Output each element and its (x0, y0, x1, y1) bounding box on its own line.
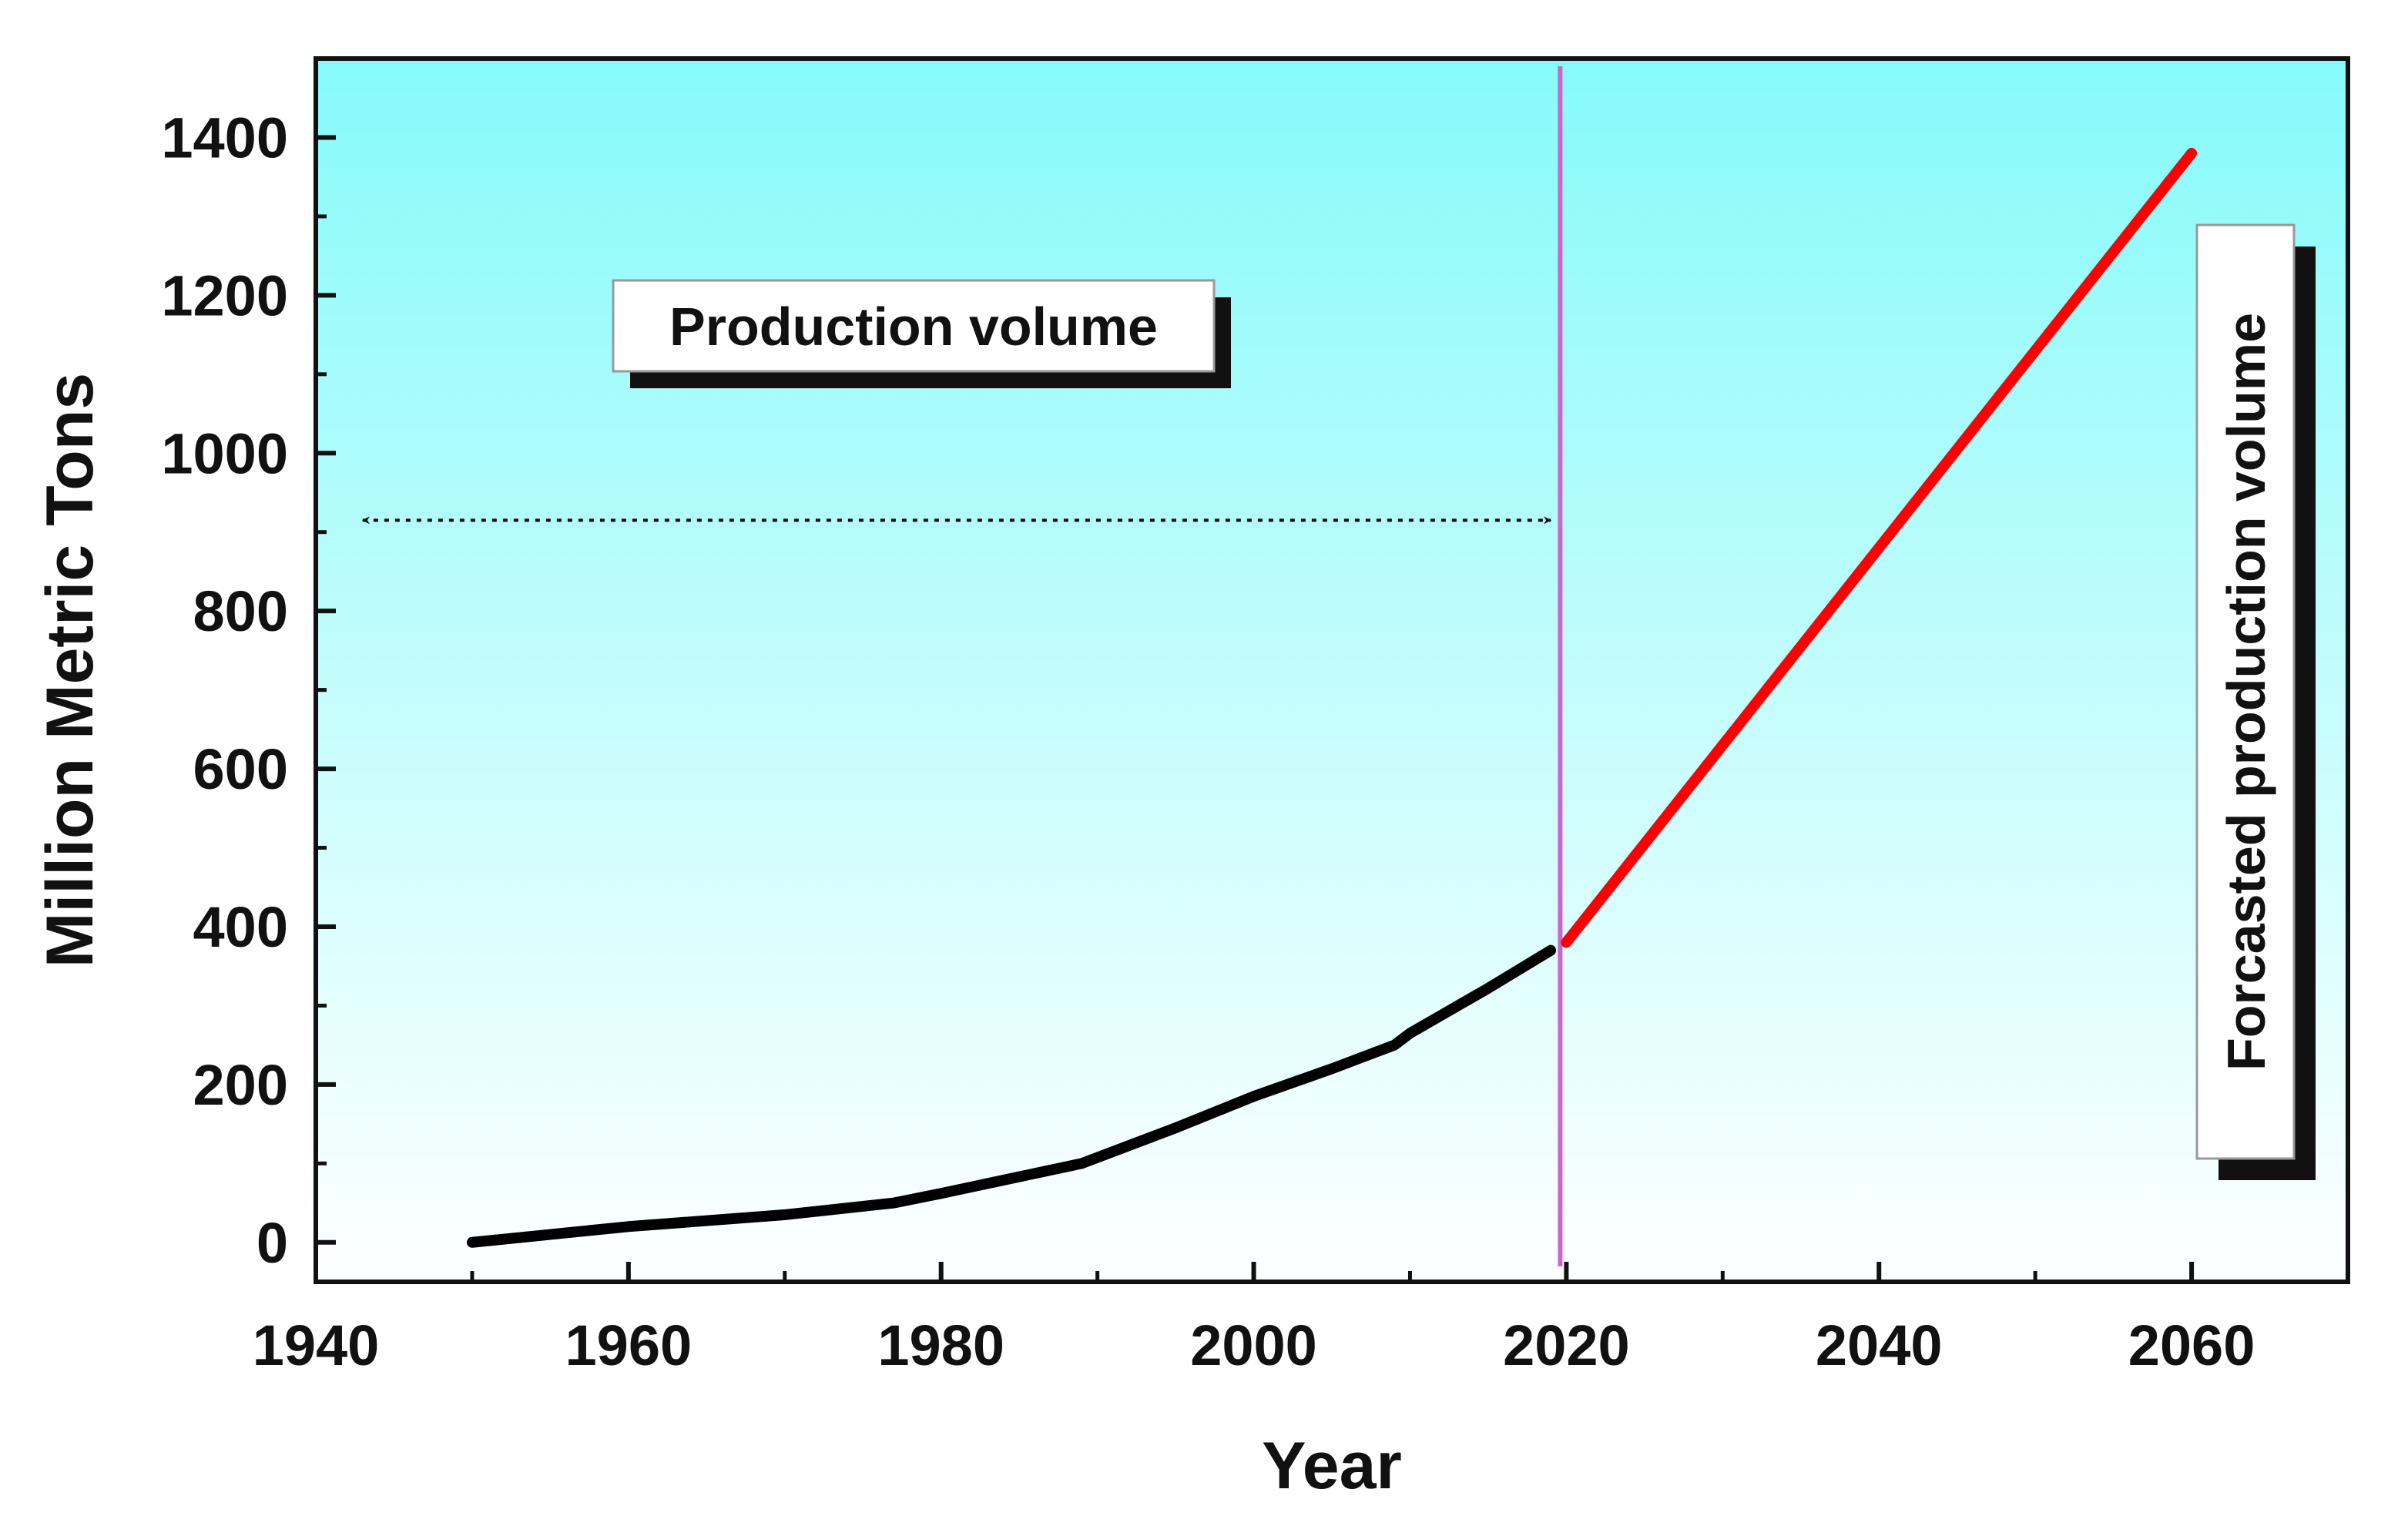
x-tick-label: 2060 (2128, 1313, 2255, 1377)
y-tick-label: 0 (257, 1211, 288, 1275)
x-axis-ticks: 1940 1960 1980 2000 2020 2040 2060 (253, 1262, 2350, 1377)
production-volume-text: Production volume (669, 297, 1158, 357)
plot-background (316, 59, 2348, 1282)
production-volume-label: Production volume (612, 279, 1231, 388)
x-tick-label: 2020 (1503, 1313, 1630, 1377)
forecast-label-text: Forcasted production volume (2216, 313, 2276, 1071)
y-tick-label: 600 (193, 737, 288, 801)
plot-frame (314, 56, 2350, 1284)
y-tick-label: 1400 (161, 106, 288, 169)
x-tick-label: 2040 (1816, 1313, 1943, 1377)
forecast-label: Forcasted production volume (2195, 223, 2316, 1180)
x-tick-label: 1980 (877, 1313, 1004, 1377)
y-axis-title: Million Metric Tons (33, 373, 107, 968)
forecast-label-box (2195, 223, 2296, 1160)
x-tick-label: 1960 (565, 1313, 693, 1377)
series-production-line (466, 944, 1557, 1248)
y-axis-ticks: 0 200 400 600 800 1000 1200 1400 (161, 56, 336, 1275)
x-axis-title: Year (1262, 1429, 1402, 1503)
y-tick-label: 1200 (161, 263, 288, 327)
series-forecast-line (1561, 147, 2198, 948)
x-tick-label: 2000 (1190, 1313, 1317, 1377)
y-tick-label: 200 (193, 1053, 288, 1117)
y-tick-label: 800 (193, 579, 288, 643)
label-box (612, 279, 1216, 373)
x-tick-label: 1940 (253, 1313, 380, 1377)
y-tick-label: 1000 (161, 421, 288, 485)
y-tick-label: 400 (193, 895, 288, 959)
